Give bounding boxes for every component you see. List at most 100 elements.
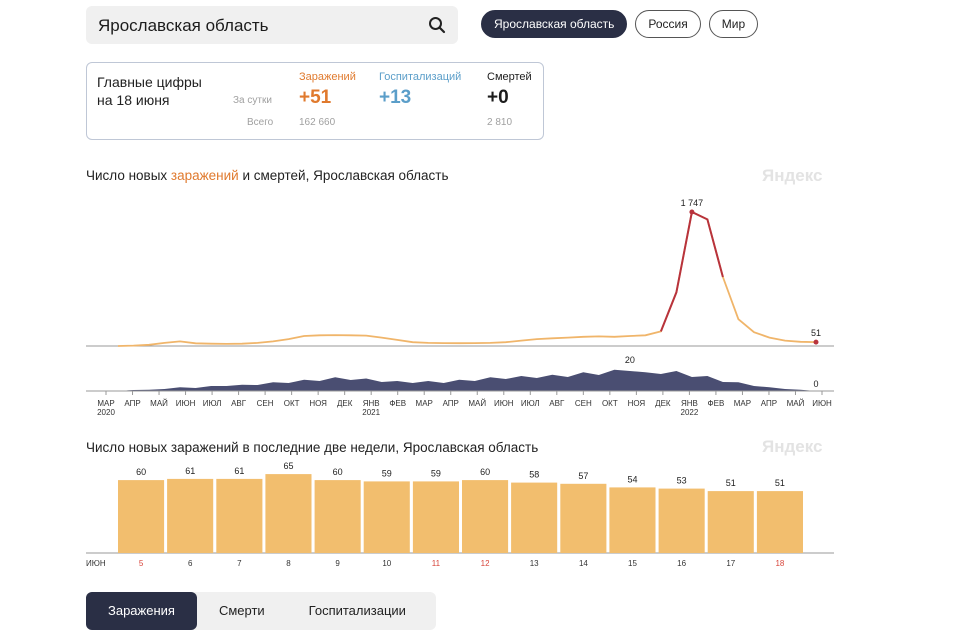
bar-value-label: 60: [136, 467, 146, 477]
bar-value-label: 60: [480, 467, 490, 477]
chart1-title-orange: заражений: [170, 168, 239, 183]
bar: [118, 480, 165, 553]
bar-day-label: 18: [775, 559, 784, 568]
metric-tabs: Заражения Смерти Госпитализации: [86, 592, 436, 630]
x-tick-label: ДЕК: [337, 399, 353, 408]
infections-label: Заражений: [299, 71, 356, 83]
x-tick-label: НОЯ: [628, 399, 646, 408]
x-tick-label: ОКТ: [284, 399, 300, 408]
infections-column: Заражений +51 162 660: [299, 71, 356, 128]
search-box[interactable]: [86, 6, 458, 46]
x-tick-label: АПР: [443, 399, 459, 408]
bar-value-label: 61: [185, 466, 195, 476]
year-label: 2020: [97, 408, 115, 417]
bar: [314, 480, 361, 553]
bar-day-label: 5: [139, 559, 144, 568]
bar-day-label: 7: [237, 559, 242, 568]
bar-value-label: 59: [431, 468, 441, 478]
bar-value-label: 51: [775, 478, 785, 488]
bar-day-label: 15: [628, 559, 637, 568]
bar: [609, 487, 656, 553]
x-tick-label: ФЕВ: [708, 399, 725, 408]
bar: [707, 491, 754, 553]
infection-peak-label: 1 747: [681, 198, 704, 208]
search-icon[interactable]: [428, 16, 446, 34]
row-label-day: За сутки: [233, 95, 272, 106]
bar: [511, 482, 558, 553]
x-tick-label: МАР: [734, 399, 751, 408]
bar: [560, 483, 607, 553]
summary-title-line2: на 18 июня: [97, 92, 170, 108]
bar-value-label: 54: [627, 474, 637, 484]
x-tick-label: ИЮЛ: [521, 399, 540, 408]
infection-last-point: [813, 339, 819, 345]
tab-infections[interactable]: Заражения: [86, 592, 197, 630]
chart1-watermark: Яндекс: [762, 166, 823, 185]
bar-value-label: 59: [382, 468, 392, 478]
x-tick-label: МАЙ: [150, 399, 168, 408]
x-tick-label: ЯНВ: [681, 399, 698, 408]
search-input[interactable]: [96, 6, 420, 46]
infection-last-label: 51: [811, 328, 821, 338]
region-yaroslavl[interactable]: Ярославская область: [481, 10, 628, 38]
infection-peak-line: [659, 210, 724, 332]
deaths-total: 2 810: [487, 117, 513, 128]
bar: [412, 481, 459, 553]
tab-deaths[interactable]: Смерти: [218, 603, 265, 618]
bar-day-label: 11: [432, 559, 441, 568]
region-russia[interactable]: Россия: [635, 10, 701, 38]
x-tick-label: НОЯ: [309, 399, 327, 408]
bar-value-label: 61: [234, 466, 244, 476]
bar-value-label: 65: [283, 461, 293, 471]
x-tick-label: ИЮН: [176, 399, 196, 408]
x-tick-label: АПР: [761, 399, 777, 408]
deaths-column: Смертей +0 2 810: [487, 71, 532, 128]
bar: [265, 474, 312, 553]
x-tick-label: ДЕК: [655, 399, 671, 408]
deaths-label: Смертей: [487, 71, 532, 83]
bar: [363, 481, 410, 553]
bar-day-label: 16: [677, 559, 686, 568]
infections-day: +51: [299, 87, 332, 108]
bar-day-label: 17: [726, 559, 735, 568]
x-tick-label: МАР: [416, 399, 433, 408]
bar-value-label: 60: [333, 467, 343, 477]
deaths-area: [118, 369, 816, 391]
deaths-last-label: 0: [813, 379, 818, 389]
x-tick-label: МАЙ: [787, 399, 805, 408]
bar-day-label: 6: [188, 559, 193, 568]
x-tick-label: АПР: [124, 399, 140, 408]
x-tick-label: МАЙ: [468, 399, 486, 408]
deaths-day: +0: [487, 87, 509, 108]
bar-value-label: 53: [677, 476, 687, 486]
bar-day-label: 10: [382, 559, 391, 568]
bar-day-label: 14: [579, 559, 588, 568]
x-tick-label: СЕН: [575, 399, 592, 408]
x-tick-label: ИЮН: [812, 399, 832, 408]
chart2-title: Число новых заражений в последние две не…: [86, 440, 539, 455]
x-tick-label: ОКТ: [602, 399, 618, 408]
x-tick-label: АВГ: [549, 399, 565, 408]
x-tick-label: ИЮЛ: [203, 399, 222, 408]
region-selector: Ярославская область Россия Мир: [481, 10, 759, 38]
chart2-watermark: Яндекс: [762, 437, 823, 456]
hospital-column: Госпитализаций +13: [379, 71, 461, 117]
row-label-total: Всего: [247, 117, 274, 128]
infections-total: 162 660: [299, 117, 336, 128]
infection-peak-point: [689, 209, 695, 215]
region-world[interactable]: Мир: [708, 10, 759, 38]
x-tick-label: ФЕВ: [389, 399, 406, 408]
hospital-label: Госпитализаций: [379, 71, 462, 83]
x-tick-label: МАР: [97, 399, 114, 408]
x-tick-label: АВГ: [231, 399, 247, 408]
bar: [462, 480, 509, 553]
bar-day-label: 13: [530, 559, 539, 568]
chart1-title: Число новых заражений и смертей, Ярослав…: [86, 168, 449, 183]
bar-day-label: 9: [335, 559, 340, 568]
tab-hospitalizations[interactable]: Госпитализации: [308, 603, 406, 618]
chart1-title-pre: Число новых: [86, 168, 171, 183]
deaths-peak-label: 20: [625, 355, 635, 365]
bar: [658, 488, 705, 553]
summary-title: Главные цифры на 18 июня: [97, 73, 202, 109]
